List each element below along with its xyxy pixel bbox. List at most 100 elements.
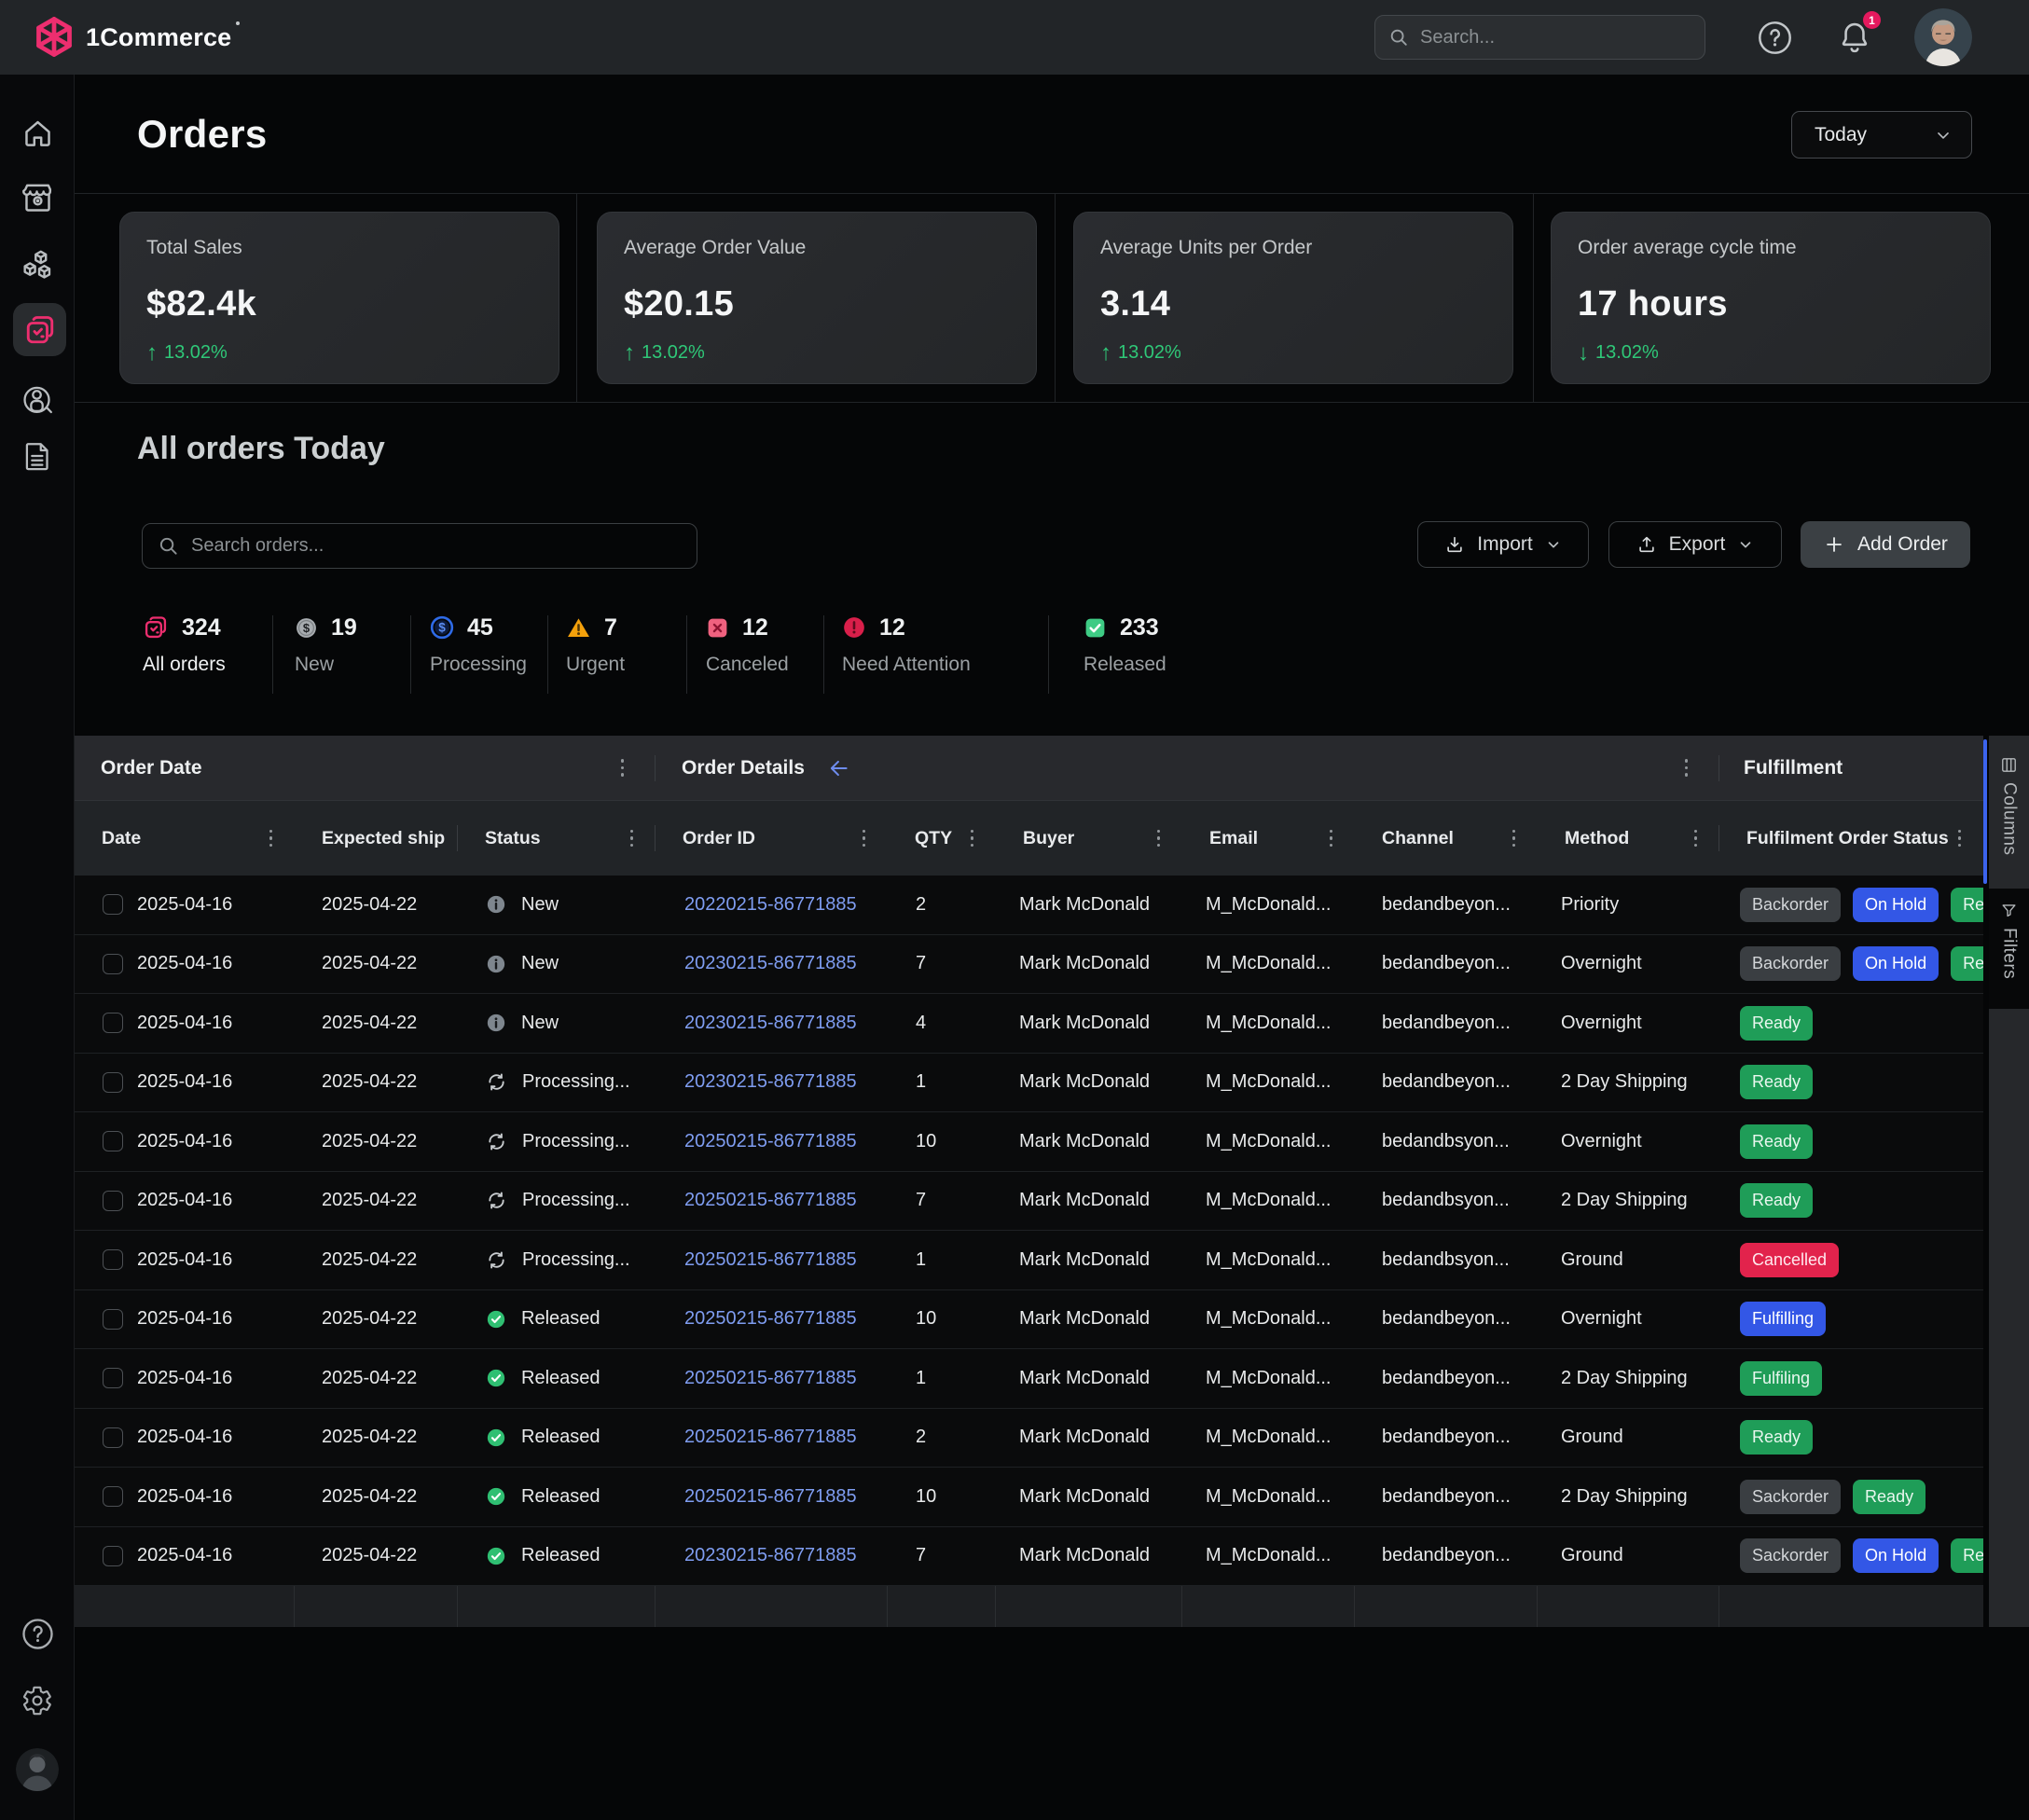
help-button[interactable] xyxy=(1758,21,1792,55)
row-checkbox[interactable] xyxy=(103,1368,123,1389)
order-id-link[interactable]: 20250215-86771885 xyxy=(684,1308,857,1330)
row-checkbox[interactable] xyxy=(103,1249,123,1271)
table-row[interactable]: 2025-04-16 2025-04-22 Released 20250215-867… xyxy=(75,1468,1983,1527)
column-header-expected-ship[interactable]: Expected ship xyxy=(295,801,458,876)
table-row[interactable]: 2025-04-16 2025-04-22 New 20230215-86771885… xyxy=(75,934,1983,994)
row-checkbox[interactable] xyxy=(103,1486,123,1508)
table-row[interactable]: 2025-04-16 2025-04-22 Processing... 2023021… xyxy=(75,1053,1983,1112)
export-button[interactable]: Export xyxy=(1608,521,1782,568)
cell-date: 2025-04-16 xyxy=(137,1248,233,1270)
add-order-button[interactable]: Add Order xyxy=(1801,521,1970,568)
filters-panel-toggle[interactable]: Filters xyxy=(1989,889,2029,1009)
user-avatar[interactable] xyxy=(1914,8,1972,66)
row-checkbox[interactable] xyxy=(103,953,123,974)
table-row[interactable]: 2025-04-16 2025-04-22 Released 20250215-867… xyxy=(75,1289,1983,1349)
filter-chip-canceled[interactable]: 12 Canceled xyxy=(706,614,789,676)
brand[interactable]: 1Commerce xyxy=(0,16,241,59)
columns-panel-toggle[interactable]: Columns xyxy=(1989,736,2029,855)
filter-chip-released[interactable]: 233 Released xyxy=(1084,614,1166,676)
sidebar-item-store[interactable] xyxy=(0,180,75,216)
kebab-menu-icon[interactable] xyxy=(970,829,973,848)
row-checkbox[interactable] xyxy=(103,1190,123,1211)
cell-email: M_McDonald... xyxy=(1206,1130,1332,1151)
collapse-group-icon[interactable] xyxy=(827,756,851,780)
sidebar-help-button[interactable] xyxy=(0,1618,75,1650)
sidebar-settings-button[interactable] xyxy=(0,1685,75,1717)
table-row[interactable]: 2025-04-16 2025-04-22 New 20230215-86771885… xyxy=(75,994,1983,1054)
orders-search-input[interactable] xyxy=(191,535,682,557)
table-row[interactable]: 2025-04-16 2025-04-22 Released 20250215-867… xyxy=(75,1349,1983,1409)
column-header-method[interactable]: Method xyxy=(1538,801,1719,876)
status-label: Processing... xyxy=(522,1190,630,1211)
table-row[interactable]: 2025-04-16 2025-04-22 Processing... 2025021… xyxy=(75,1231,1983,1290)
cell-method: Ground xyxy=(1561,1248,1623,1270)
date-range-select[interactable]: Today xyxy=(1791,111,1972,159)
column-header-order-id[interactable]: Order ID xyxy=(656,801,888,876)
kebab-menu-icon[interactable] xyxy=(620,759,624,777)
row-checkbox[interactable] xyxy=(103,1545,123,1566)
order-id-link[interactable]: 20250215-86771885 xyxy=(684,1248,857,1270)
kebab-menu-icon[interactable] xyxy=(1684,759,1688,777)
row-checkbox[interactable] xyxy=(103,1308,123,1330)
column-header-qty[interactable]: QTY xyxy=(888,801,996,876)
group-order-details[interactable]: Order Details xyxy=(656,736,1719,800)
kebab-menu-icon[interactable] xyxy=(1693,829,1697,848)
scrollbar-thumb[interactable] xyxy=(1983,739,1987,884)
column-header-channel[interactable]: Channel xyxy=(1355,801,1538,876)
row-checkbox[interactable] xyxy=(103,1427,123,1448)
kebab-menu-icon[interactable] xyxy=(629,829,633,848)
notifications-button[interactable]: 1 xyxy=(1838,11,1881,55)
column-header-buyer[interactable]: Buyer xyxy=(996,801,1182,876)
table-row[interactable]: 2025-04-16 2025-04-22 Released 20230215-867… xyxy=(75,1526,1983,1586)
filter-chip-all-orders[interactable]: 324 All orders xyxy=(143,614,226,676)
sidebar-item-products[interactable] xyxy=(0,246,75,284)
order-id-link[interactable]: 20250215-86771885 xyxy=(684,1485,857,1507)
column-header-fulfilment-order-status[interactable]: Fulfilment Order Status xyxy=(1719,801,1983,876)
order-id-link[interactable]: 20250215-86771885 xyxy=(684,1367,857,1388)
filter-chip-need-attention[interactable]: 12 Need Attention xyxy=(842,614,971,676)
table-row[interactable]: 2025-04-16 2025-04-22 Released 20250215-867… xyxy=(75,1408,1983,1468)
kebab-menu-icon[interactable] xyxy=(1511,829,1515,848)
order-id-link[interactable]: 20250215-86771885 xyxy=(684,1130,857,1151)
global-search-input[interactable] xyxy=(1420,26,1691,48)
divider xyxy=(410,615,411,694)
sidebar-item-documents[interactable] xyxy=(0,439,75,473)
kebab-menu-icon[interactable] xyxy=(1156,829,1160,848)
filter-chip-urgent[interactable]: 7 Urgent xyxy=(566,614,625,676)
import-button[interactable]: Import xyxy=(1417,521,1589,568)
column-header-date[interactable]: Date xyxy=(75,801,295,876)
row-checkbox[interactable] xyxy=(103,894,123,916)
table-row[interactable]: 2025-04-16 2025-04-22 New 20220215-86771885… xyxy=(75,876,1983,935)
sidebar-item-home[interactable] xyxy=(0,116,75,150)
sidebar-user-avatar[interactable] xyxy=(0,1748,75,1791)
order-id-link[interactable]: 20230215-86771885 xyxy=(684,1545,857,1566)
group-order-date[interactable]: Order Date xyxy=(75,736,656,800)
kebab-menu-icon[interactable] xyxy=(269,829,272,848)
order-id-link[interactable]: 20230215-86771885 xyxy=(684,1071,857,1093)
global-search[interactable] xyxy=(1374,15,1705,60)
status-badge: Fulfilling xyxy=(1740,1302,1827,1337)
order-id-link[interactable]: 20230215-86771885 xyxy=(684,1012,857,1033)
order-id-link[interactable]: 20230215-86771885 xyxy=(684,953,857,974)
kebab-menu-icon[interactable] xyxy=(1957,829,1961,848)
order-id-link[interactable]: 20250215-86771885 xyxy=(684,1190,857,1211)
sidebar-item-orders[interactable] xyxy=(13,303,66,356)
status-processing-icon xyxy=(486,1249,507,1271)
row-checkbox[interactable] xyxy=(103,1013,123,1034)
column-header-email[interactable]: Email xyxy=(1182,801,1355,876)
filter-chip-processing[interactable]: $45 Processing xyxy=(430,614,527,676)
sidebar-item-customers[interactable] xyxy=(0,382,75,419)
cell-date: 2025-04-16 xyxy=(137,1012,233,1033)
kebab-menu-icon[interactable] xyxy=(1329,829,1332,848)
order-id-link[interactable]: 20220215-86771885 xyxy=(684,893,857,915)
table-row[interactable]: 2025-04-16 2025-04-22 Processing... 2025021… xyxy=(75,1171,1983,1231)
row-checkbox[interactable] xyxy=(103,1131,123,1152)
kebab-menu-icon[interactable] xyxy=(862,829,865,848)
row-checkbox[interactable] xyxy=(103,1071,123,1093)
filter-chip-new[interactable]: $19 New xyxy=(295,614,357,676)
order-id-link[interactable]: 20250215-86771885 xyxy=(684,1427,857,1448)
orders-search[interactable] xyxy=(142,523,697,569)
group-fulfillment[interactable]: Fulfillment xyxy=(1719,736,1983,800)
column-header-status[interactable]: Status xyxy=(458,801,656,876)
table-row[interactable]: 2025-04-16 2025-04-22 Processing... 2025021… xyxy=(75,1112,1983,1172)
